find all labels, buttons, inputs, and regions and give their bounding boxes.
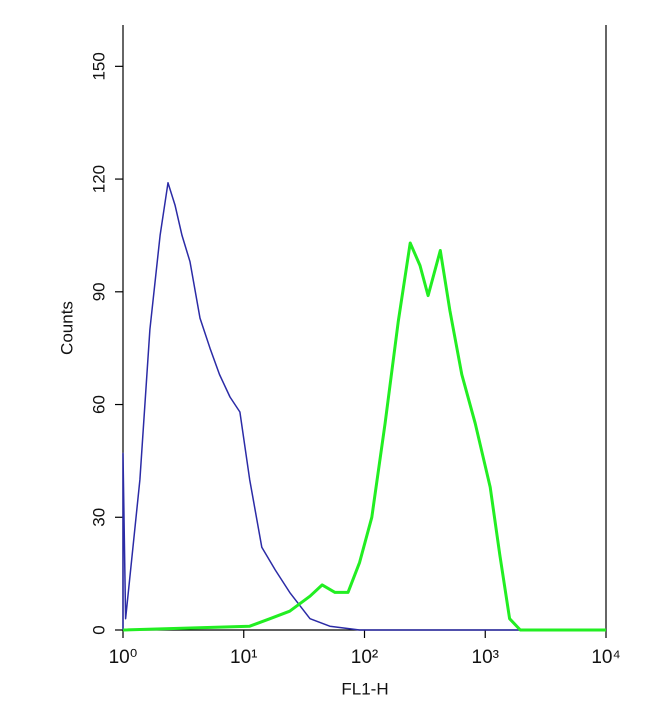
series-line (122, 241, 606, 632)
y-tick-label: 0 (89, 625, 108, 634)
y-tick-label: 90 (89, 282, 108, 301)
x-axis-label: FL1-H (341, 679, 388, 698)
x-tick-label: 10⁴ (591, 647, 620, 668)
x-tick-label: 10¹ (230, 647, 257, 668)
y-tick-label: 60 (89, 395, 108, 414)
y-axis-label: Counts (57, 301, 76, 355)
x-tick-label: 10² (351, 647, 378, 668)
series-line (122, 182, 606, 631)
y-tick-label: 120 (89, 165, 108, 193)
y-tick-label: 150 (89, 52, 108, 80)
x-tick-label: 10³ (472, 647, 499, 668)
y-tick-label: 30 (89, 508, 108, 527)
x-tick-label: 10⁰ (109, 647, 138, 668)
